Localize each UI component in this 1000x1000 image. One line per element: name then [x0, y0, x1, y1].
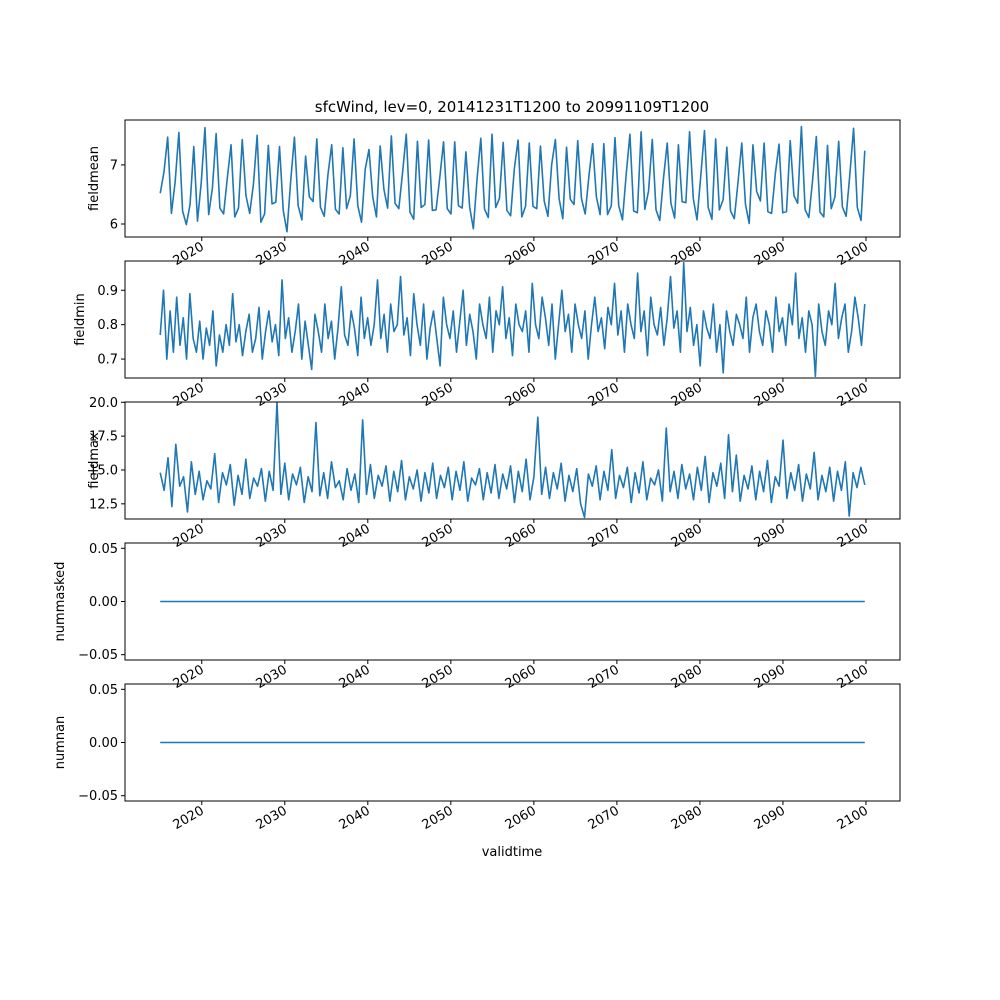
y-tick-label: 0.05 — [89, 683, 118, 698]
series-line-fieldmax — [159, 401, 866, 519]
y-tick-label: −0.05 — [78, 789, 118, 804]
axes-frame — [124, 401, 901, 520]
y-tick-label: 0.00 — [89, 736, 118, 751]
axes-frame — [124, 119, 901, 238]
y-axis-label: nummasked — [53, 562, 68, 642]
y-axis-label: fieldmax — [87, 432, 102, 489]
y-tick-label: 17.5 — [89, 430, 118, 445]
y-tick-label: 20.0 — [89, 396, 118, 411]
x-axis-label: validtime — [482, 845, 543, 860]
y-tick-label: 6 — [110, 218, 118, 233]
y-tick-label: 0.00 — [89, 595, 118, 610]
y-tick-label: 7 — [110, 158, 118, 173]
y-axis-label: fieldmean — [87, 146, 102, 211]
y-tick-label: 0.05 — [89, 542, 118, 557]
chart-title: sfcWind, lev=0, 20141231T1200 to 2099110… — [315, 98, 709, 116]
axes-frame — [124, 260, 901, 379]
series-line-fieldmin — [159, 261, 866, 378]
y-axis-label: numnan — [53, 716, 68, 770]
y-tick-label: −0.05 — [78, 648, 118, 663]
y-tick-label: 0.9 — [97, 284, 118, 299]
y-tick-label: 12.5 — [89, 497, 118, 512]
y-tick-label: 15.0 — [89, 463, 118, 478]
series-line-fieldmean — [159, 125, 866, 233]
y-tick-label: 0.7 — [97, 353, 118, 368]
y-tick-label: 0.8 — [97, 318, 118, 333]
y-axis-label: fieldmin — [73, 293, 88, 346]
